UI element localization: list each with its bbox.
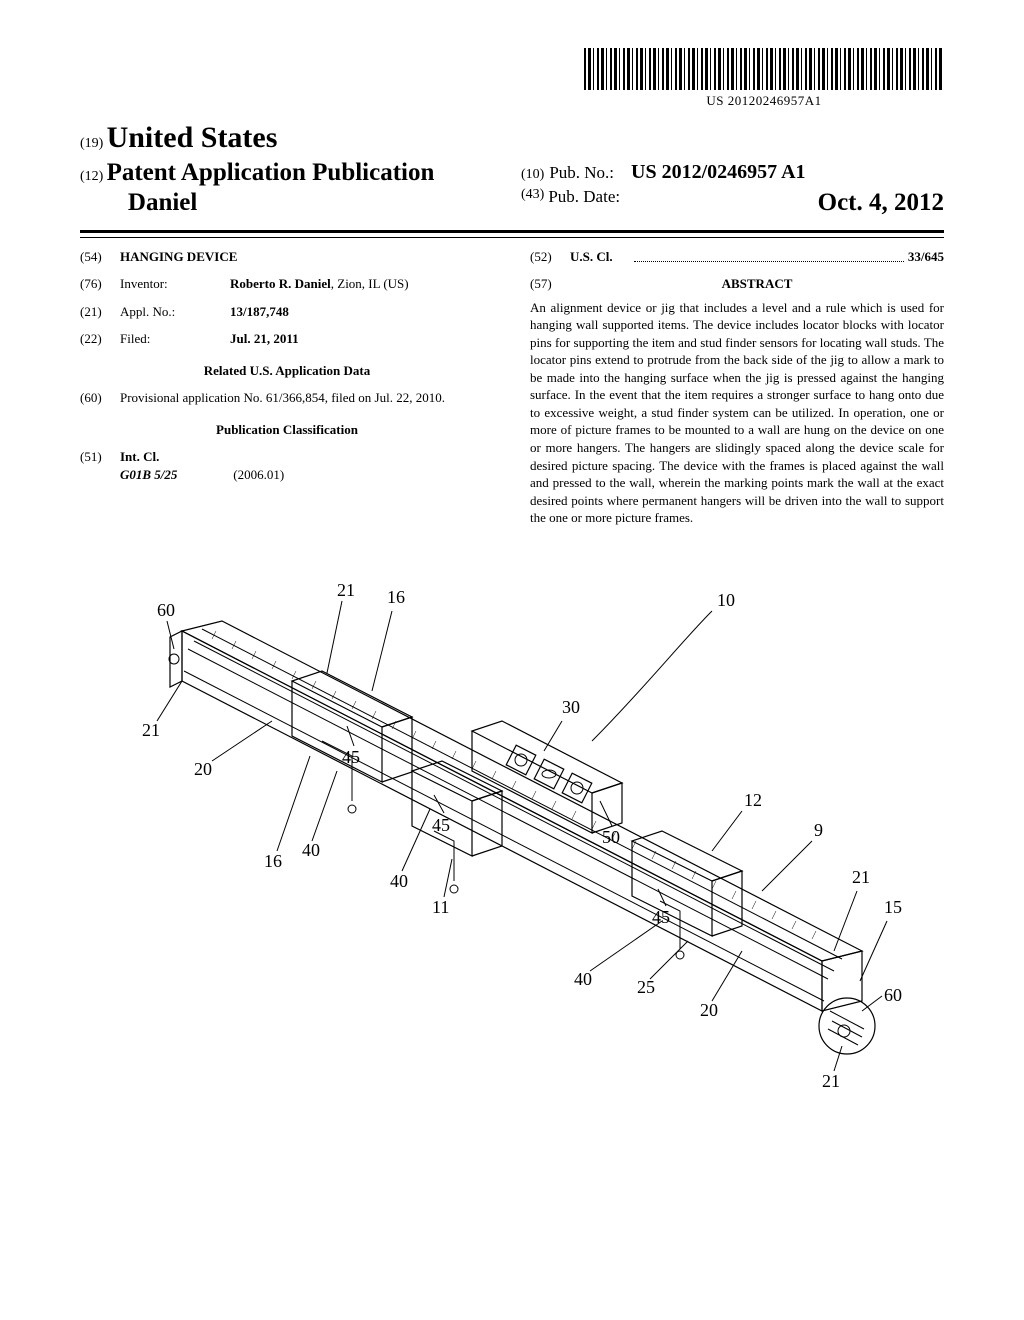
field-60: (60) Provisional application No. 61/366,… <box>80 389 494 407</box>
author-name: Daniel <box>128 189 197 216</box>
svg-text:45: 45 <box>432 815 450 835</box>
field-76: (76) Inventor: Roberto R. Daniel, Zion, … <box>80 275 494 293</box>
svg-text:16: 16 <box>264 851 282 871</box>
num-76: (76) <box>80 275 120 293</box>
barcode-graphic <box>584 48 944 90</box>
pubclass-title: Publication Classification <box>80 421 494 439</box>
country: United States <box>107 121 278 154</box>
intcl-row: G01B 5/25 (2006.01) <box>120 466 494 484</box>
num-10: (10) <box>521 167 544 182</box>
svg-text:15: 15 <box>884 897 902 917</box>
svg-text:9: 9 <box>814 820 823 840</box>
publication-kind: Patent Application Publication <box>107 159 435 186</box>
svg-text:20: 20 <box>194 759 212 779</box>
pubno-line: (10) Pub. No.: US 2012/0246957 A1 <box>521 159 944 186</box>
field-21: (21) Appl. No.: 13/187,748 <box>80 303 494 321</box>
inventor-value: Roberto R. Daniel, Zion, IL (US) <box>230 275 494 293</box>
svg-text:40: 40 <box>302 840 320 860</box>
num-22: (22) <box>80 330 120 348</box>
related-data-title: Related U.S. Application Data <box>80 362 494 380</box>
num-21: (21) <box>80 303 120 321</box>
svg-text:12: 12 <box>744 790 762 810</box>
end-knob-right <box>819 998 875 1054</box>
svg-text:21: 21 <box>852 867 870 887</box>
num-52: (52) <box>530 248 570 266</box>
svg-text:50: 50 <box>602 827 620 847</box>
svg-text:30: 30 <box>562 697 580 717</box>
figure-wrap: 10 21 16 60 21 20 40 16 45 40 11 45 <box>80 551 944 1111</box>
line-country: (19) United States <box>80 118 503 159</box>
pubno-value: US 2012/0246957 A1 <box>631 161 805 183</box>
label-applno: Appl. No.: <box>120 303 230 321</box>
num-57: (57) <box>530 275 570 293</box>
svg-text:10: 10 <box>717 590 735 610</box>
field-54: (54) HANGING DEVICE <box>80 248 494 266</box>
svg-text:16: 16 <box>387 587 405 607</box>
uscl-label: U.S. Cl. <box>570 249 613 264</box>
num-54: (54) <box>80 248 120 266</box>
svg-text:60: 60 <box>884 985 902 1005</box>
barcode-block: US 20120246957A1 <box>80 48 944 110</box>
filed-value: Jul. 21, 2011 <box>230 330 494 348</box>
rule-thin <box>80 237 944 238</box>
svg-text:21: 21 <box>822 1071 840 1091</box>
num-12: (12) <box>80 169 103 184</box>
svg-text:45: 45 <box>342 747 360 767</box>
end-knob-left <box>169 631 182 687</box>
header-row: (19) United States (12) Patent Applicati… <box>80 118 944 220</box>
num-19: (19) <box>80 136 103 151</box>
barcode-column: US 20120246957A1 <box>584 48 944 110</box>
svg-text:25: 25 <box>637 977 655 997</box>
field-22: (22) Filed: Jul. 21, 2011 <box>80 330 494 348</box>
header-left: (19) United States (12) Patent Applicati… <box>80 118 503 220</box>
left-column: (54) HANGING DEVICE (76) Inventor: Rober… <box>80 248 494 527</box>
locator-block-mid <box>412 761 502 893</box>
biblio-columns: (54) HANGING DEVICE (76) Inventor: Rober… <box>80 248 944 527</box>
field-52: (52) U.S. Cl. 33/645 <box>530 248 944 266</box>
uscl-dots <box>634 248 904 263</box>
num-51: (51) <box>80 448 120 483</box>
label-inventor: Inventor: <box>120 275 230 293</box>
abstract-body: An alignment device or jig that includes… <box>530 299 944 527</box>
applno-value: 13/187,748 <box>230 303 494 321</box>
field-51: (51) Int. Cl. G01B 5/25 (2006.01) <box>80 448 494 483</box>
locator-block-left <box>292 671 412 813</box>
abstract-title: ABSTRACT <box>570 275 944 293</box>
label-filed: Filed: <box>120 330 230 348</box>
provisional-text: Provisional application No. 61/366,854, … <box>120 389 494 407</box>
num-43: (43) <box>521 186 544 220</box>
num-60: (60) <box>80 389 120 407</box>
svg-text:60: 60 <box>157 600 175 620</box>
svg-text:40: 40 <box>390 871 408 891</box>
line-kind: (12) Patent Application Publication <box>80 156 503 190</box>
field-57: (57) ABSTRACT <box>530 275 944 299</box>
author-line: (12) Daniel <box>80 186 503 220</box>
inventor-name: Roberto R. Daniel <box>230 276 331 291</box>
svg-text:11: 11 <box>432 897 449 917</box>
svg-text:40: 40 <box>574 969 592 989</box>
pubdate-value: Oct. 4, 2012 <box>818 186 944 220</box>
svg-text:21: 21 <box>337 580 355 600</box>
intcl-label: Int. Cl. <box>120 449 159 464</box>
pubdate-label: Pub. Date: <box>548 186 620 220</box>
svg-text:45: 45 <box>652 907 670 927</box>
right-column: (52) U.S. Cl. 33/645 (57) ABSTRACT An al… <box>530 248 944 527</box>
svg-text:21: 21 <box>142 720 160 740</box>
rule-thick <box>80 230 944 233</box>
pubdate-line: (43) Pub. Date: Oct. 4, 2012 <box>521 186 944 220</box>
inventor-loc: , Zion, IL (US) <box>331 276 409 291</box>
patent-figure: 10 21 16 60 21 20 40 16 45 40 11 45 <box>122 551 902 1111</box>
title-invention: HANGING DEVICE <box>120 248 494 266</box>
intcl-code: G01B 5/25 <box>120 466 230 484</box>
barcode-label: US 20120246957A1 <box>706 92 821 110</box>
svg-text:20: 20 <box>700 1000 718 1020</box>
intcl-ver: (2006.01) <box>233 467 284 482</box>
pubno-label: Pub. No.: <box>549 163 614 182</box>
header-right: (10) Pub. No.: US 2012/0246957 A1 (43) P… <box>513 159 944 220</box>
uscl-value: 33/645 <box>908 249 944 264</box>
intcl-block: Int. Cl. G01B 5/25 (2006.01) <box>120 448 494 483</box>
